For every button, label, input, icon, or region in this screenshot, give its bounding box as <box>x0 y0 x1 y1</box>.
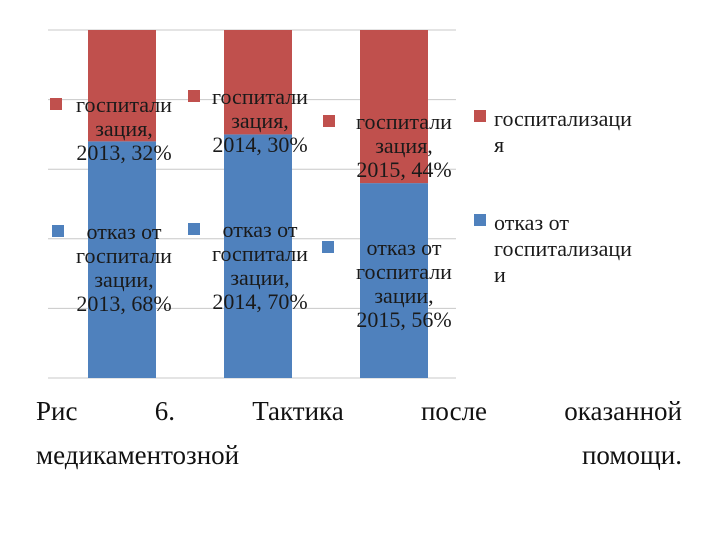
data-label: госпитали <box>76 243 172 268</box>
bar-segment <box>360 183 428 378</box>
data-label: 2014, 70% <box>212 289 307 314</box>
data-label: 2013, 32% <box>76 140 171 165</box>
label-marker <box>52 225 64 237</box>
data-label: отказ от <box>223 217 298 242</box>
label-marker <box>323 115 335 127</box>
data-label: зации, <box>230 265 289 290</box>
figure-caption-line2: медикаментозной помощи. <box>36 440 682 471</box>
data-label: госпитали <box>76 92 172 117</box>
legend-swatch <box>474 214 486 226</box>
data-label: зация, <box>231 108 289 133</box>
data-label: 2015, 44% <box>356 157 451 182</box>
bar-segment <box>88 30 156 142</box>
legend-entry: госпитализаци <box>494 106 632 131</box>
legend-entry: я <box>494 132 504 157</box>
figure-caption-line1: Рис 6. Тактика после оказанной <box>36 396 682 427</box>
data-label: зация, <box>375 133 433 158</box>
label-marker <box>322 241 334 253</box>
caption-word: медикаментозной <box>36 440 240 470</box>
data-label: госпитали <box>212 241 308 266</box>
data-label: зации, <box>374 283 433 308</box>
data-label: отказ от <box>367 235 442 260</box>
data-label: госпитали <box>356 259 452 284</box>
caption-word: Рис <box>36 396 78 426</box>
bar-segment <box>360 30 428 184</box>
data-label: отказ от <box>87 219 162 244</box>
label-marker <box>188 223 200 235</box>
data-label: 2013, 68% <box>76 291 171 316</box>
bars <box>88 30 428 378</box>
data-label: зации, <box>94 267 153 292</box>
caption-word: помощи. <box>581 440 682 470</box>
bar-segment <box>88 141 156 378</box>
label-marker <box>50 98 62 110</box>
data-label: госпитали <box>356 109 452 134</box>
legend-swatch <box>474 110 486 122</box>
data-label: 2014, 30% <box>212 132 307 157</box>
legend-entry: и <box>494 262 506 287</box>
caption-word: после <box>420 396 488 426</box>
caption-word: 6. <box>154 396 175 426</box>
data-label: 2015, 56% <box>356 307 451 332</box>
caption-word: оказанной <box>564 396 682 426</box>
data-label: госпитали <box>212 84 308 109</box>
data-label: зация, <box>95 116 153 141</box>
label-marker <box>188 90 200 102</box>
caption-word: Тактика <box>252 396 344 426</box>
bar-segment <box>224 30 292 135</box>
legend-entry: отказ от <box>494 210 569 235</box>
bar-segment <box>224 134 292 378</box>
legend-entry: госпитализаци <box>494 236 632 261</box>
